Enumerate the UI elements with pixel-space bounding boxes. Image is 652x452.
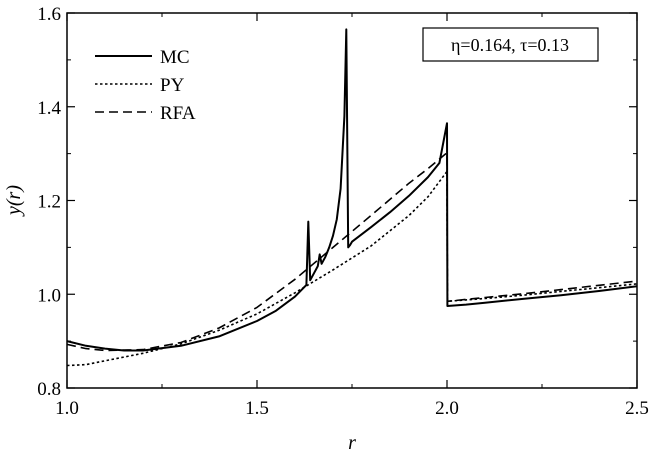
y-tick-label: 1.2 — [37, 192, 61, 213]
x-tick-label: 2.5 — [625, 398, 649, 419]
plot-area-frame — [66, 12, 638, 389]
y-axis-label: y(r) — [3, 185, 25, 217]
y-tick-label: 1.6 — [37, 4, 61, 25]
legend-label-mc: MC — [160, 47, 190, 68]
legend-label-rfa: RFA — [160, 103, 196, 124]
x-tick-label: 1.5 — [245, 398, 269, 419]
series-line-rfa — [66, 151, 638, 352]
y-tick-label: 1.4 — [37, 98, 61, 119]
x-tick-label: 2.0 — [435, 398, 459, 419]
annotation-box — [422, 27, 599, 62]
y-tick-label: 1.0 — [37, 285, 61, 306]
series-line-py — [66, 170, 638, 367]
x-tick-label: 1.0 — [55, 398, 79, 419]
ticks: 1.0 1.5 2.0 2.50.81.01.21.41.6 — [37, 4, 649, 419]
annotation-text: η=0.164, τ=0.13 — [451, 35, 569, 55]
x-axis-label: r — [348, 432, 356, 452]
series-line-mc — [66, 28, 638, 352]
legend: MC PY RFA — [95, 47, 196, 124]
y-tick-label: 0.8 — [37, 379, 61, 400]
legend-label-py: PY — [160, 75, 185, 96]
series-layer — [66, 28, 638, 367]
